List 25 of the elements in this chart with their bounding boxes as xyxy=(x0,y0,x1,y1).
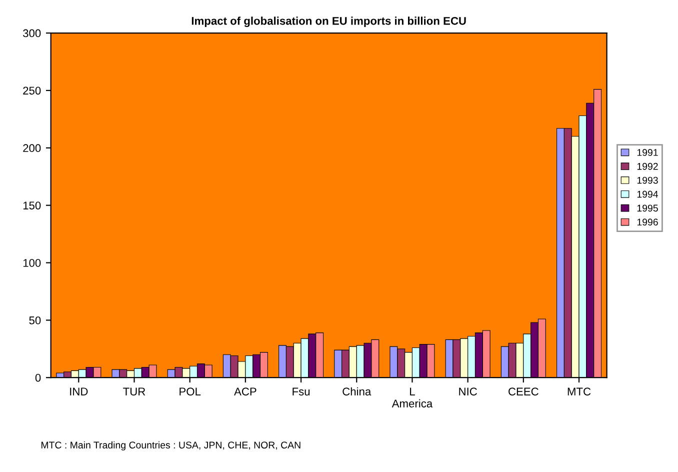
x-tick-label: China xyxy=(342,387,372,396)
x-tick-label: MTC xyxy=(568,388,591,396)
y-tick-label: 50 xyxy=(29,316,41,324)
x-tick-label: L America xyxy=(392,388,433,408)
legend-label: 1993 xyxy=(637,176,658,184)
legend-label: 1996 xyxy=(637,218,658,226)
legend-label: 1995 xyxy=(637,204,658,212)
y-tick-label: 150 xyxy=(23,202,41,210)
x-tick-label: IND xyxy=(70,388,88,396)
x-tick-label: CEEC xyxy=(508,388,538,396)
x-tick-label: NIC xyxy=(459,388,477,396)
legend-label: 1992 xyxy=(637,162,658,170)
x-tick-label: POL xyxy=(180,388,201,396)
x-tick-label: TUR xyxy=(123,388,146,396)
y-tick-label: 0 xyxy=(35,374,41,382)
legend-label: 1991 xyxy=(637,149,658,156)
y-tick-label: 200 xyxy=(23,144,41,152)
x-tick-label: Fsu xyxy=(292,388,310,396)
y-tick-label: 300 xyxy=(23,29,41,38)
y-tick-label: 100 xyxy=(23,259,41,267)
legend-label: 1994 xyxy=(637,190,658,198)
chart-title: Impact of globalisation on EU imports in billion ECU xyxy=(192,16,466,28)
x-tick-label: ACP xyxy=(234,388,256,396)
y-tick-label: 250 xyxy=(23,86,41,95)
text: MTC : Main Trading Countries : USA, JPN, CHE, NOR, CAN xyxy=(41,441,300,450)
